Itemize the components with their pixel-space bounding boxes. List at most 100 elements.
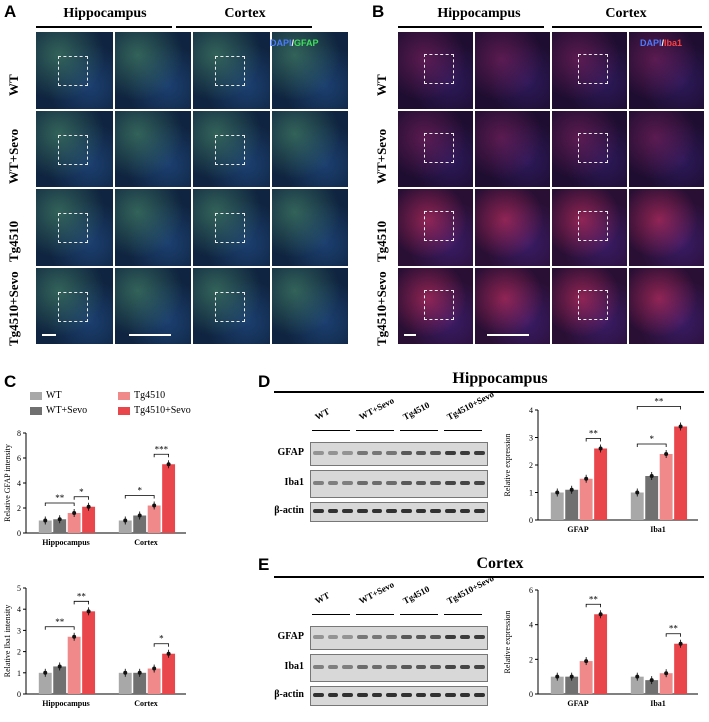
lane-label: WT+Sevo: [357, 579, 396, 606]
blot-band: [459, 481, 471, 485]
category-label: Hippocampus: [42, 699, 90, 708]
category-label: GFAP: [567, 525, 588, 534]
data-point: [678, 641, 683, 646]
blot-band: [342, 693, 353, 697]
bar: [579, 478, 593, 520]
bar: [82, 506, 96, 533]
blot-band: [415, 481, 427, 485]
b-cortex-title: Cortex: [605, 6, 647, 21]
bar: [659, 454, 673, 520]
b-tile: [398, 189, 473, 266]
significance-bracket: [124, 495, 155, 499]
b-tile: [629, 32, 704, 109]
bar: [53, 666, 67, 694]
blot-band: [415, 509, 427, 513]
blot-band: [357, 665, 368, 669]
a-tile: [114, 110, 191, 187]
data-point: [664, 671, 669, 676]
data-point: [678, 424, 683, 429]
data-point: [43, 670, 48, 675]
a-tile: [36, 32, 113, 109]
bar: [38, 520, 52, 533]
a-tile: [193, 32, 270, 109]
blot-band: [445, 665, 456, 669]
blot-band: [386, 481, 397, 485]
b-tile: [398, 110, 473, 187]
b-row-label-wt-sevo: WT+Sevo: [374, 128, 389, 184]
data-point: [584, 659, 589, 664]
b-tile: [398, 32, 473, 109]
data-point: [569, 674, 574, 679]
blot-strip: [310, 626, 488, 650]
blot-band: [401, 635, 412, 639]
d-title-rule: [274, 391, 704, 393]
b-stain-label: DAPI/Iba1: [640, 38, 683, 48]
a-micrograph-grid: [36, 32, 348, 344]
b-tile: [629, 267, 704, 344]
bar: [565, 489, 579, 520]
significance-bracket: [44, 502, 75, 506]
data-point: [43, 518, 48, 523]
y-tick-label: 3: [17, 626, 21, 635]
blot-band: [386, 451, 397, 455]
lane-label: Tg4510: [401, 583, 432, 606]
blot-band: [474, 451, 485, 455]
data-point: [152, 503, 157, 508]
bar: [645, 680, 659, 694]
a-tile: [271, 267, 348, 344]
blot-band: [313, 665, 324, 669]
panel-label-a: A: [4, 2, 17, 21]
data-point: [649, 474, 654, 478]
y-tick-label: 5: [17, 584, 21, 593]
y-tick-label: 0: [529, 516, 533, 525]
blot-band: [474, 665, 485, 669]
d-western-blot: WT WT+Sevo Tg4510 Tg4510+Sevo GFAP Iba1 β-acti…: [256, 389, 496, 530]
a-row-label-tg4510: Tg4510: [6, 220, 21, 262]
b-row-label-tg4510-sevo: Tg4510+Sevo: [374, 271, 389, 346]
blot-band: [371, 665, 383, 669]
blot-band: [357, 693, 368, 697]
blot-band: [313, 451, 324, 455]
category-label: Iba1: [650, 699, 666, 708]
blot-band: [415, 451, 427, 455]
data-point: [123, 670, 128, 675]
e-title: Cortex: [476, 555, 524, 572]
lane-line: [400, 430, 438, 431]
significance-label: *: [159, 634, 164, 644]
blot-band: [445, 451, 456, 455]
blot-band: [459, 509, 471, 513]
blot-band: [430, 635, 441, 639]
significance-label: **: [589, 594, 599, 604]
significance-bracket: [636, 406, 682, 410]
blot-band: [445, 481, 456, 485]
category-label: Iba1: [650, 525, 666, 534]
bar: [162, 464, 176, 533]
panel-label-d: D: [258, 372, 271, 391]
b-hippocampus-title: Hippocampus: [437, 6, 521, 21]
chart-gfap-intensity: 0 2 4 6 8 Relative GFAP intensity Hippocampus C…: [3, 429, 186, 547]
lane-line: [312, 430, 350, 431]
blot-band: [430, 481, 441, 485]
blot-band: [327, 509, 339, 513]
blot-row-label: β-actin: [274, 689, 304, 700]
blot-band: [445, 509, 456, 513]
blot-row-label: β-actin: [274, 505, 304, 516]
blot-band: [445, 693, 456, 697]
a-tile: [114, 267, 191, 344]
a-cortex-title: Cortex: [224, 6, 266, 21]
legend-item-tg4510-sevo: Tg4510+Sevo: [118, 405, 191, 416]
blot-band: [327, 635, 339, 639]
data-point: [555, 674, 560, 679]
data-point: [137, 670, 142, 675]
a-tile: [271, 32, 348, 109]
data-point: [86, 504, 91, 509]
a-tile: [193, 267, 270, 344]
bar: [550, 492, 564, 520]
data-point: [649, 678, 654, 683]
blot-band: [445, 635, 456, 639]
significance-label: *: [79, 487, 84, 497]
b-tile: [475, 267, 550, 344]
category-label: Cortex: [134, 699, 158, 708]
y-tick-label: 1: [17, 669, 21, 678]
data-point: [57, 517, 62, 522]
